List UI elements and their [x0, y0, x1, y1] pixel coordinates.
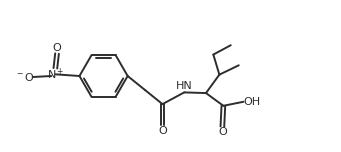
Text: OH: OH	[243, 97, 261, 107]
Text: O: O	[218, 127, 227, 137]
Text: O: O	[53, 43, 61, 53]
Text: O: O	[158, 126, 167, 136]
Text: HN: HN	[176, 81, 193, 91]
Text: N$^+$: N$^+$	[47, 67, 64, 82]
Text: $^-$O: $^-$O	[15, 71, 35, 83]
